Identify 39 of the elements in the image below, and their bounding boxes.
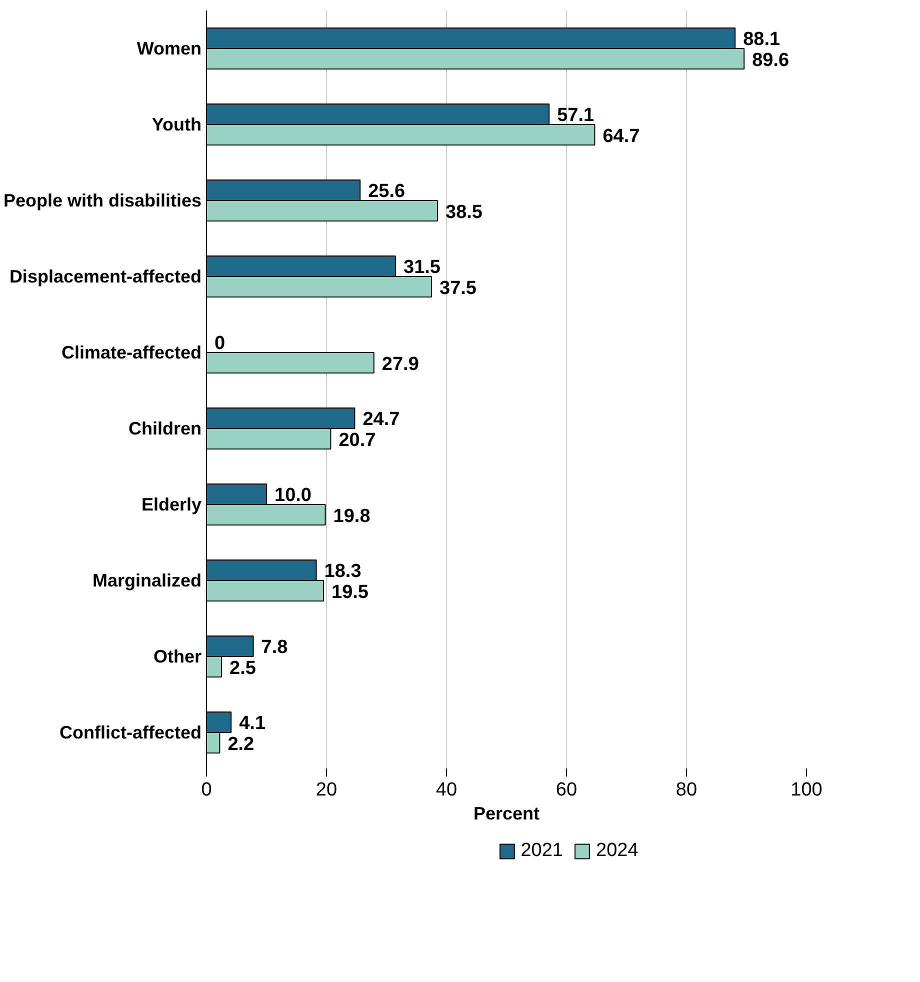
x-tick-label: 20 xyxy=(316,780,338,800)
data-label: 18.3 xyxy=(324,561,362,582)
y-tick-label: People with disabilities xyxy=(3,190,202,210)
data-label: 31.5 xyxy=(404,257,441,278)
data-label: 37.5 xyxy=(440,278,477,299)
data-label: 19.5 xyxy=(332,582,369,603)
data-label: 88.1 xyxy=(743,29,781,50)
y-tick-label: Youth xyxy=(152,114,202,134)
y-tick-label: Children xyxy=(128,418,202,438)
x-tick-label: 40 xyxy=(436,780,458,800)
y-tick-label: Climate-affected xyxy=(61,342,202,362)
data-label: 4.1 xyxy=(239,713,266,734)
data-label: 2.2 xyxy=(228,734,254,755)
data-label: 25.6 xyxy=(368,181,406,202)
data-label: 20.7 xyxy=(338,430,376,451)
legend-label: 2024 xyxy=(596,840,638,862)
data-label: 2.5 xyxy=(230,658,256,679)
data-label: 10.0 xyxy=(274,485,312,506)
data-label: 24.7 xyxy=(362,409,400,430)
data-label: 19.8 xyxy=(333,506,370,527)
data-label: 38.5 xyxy=(446,202,483,223)
y-tick-label: Conflict-affected xyxy=(59,722,202,742)
y-tick-label: Women xyxy=(136,38,202,58)
legend-label: 2021 xyxy=(520,840,563,862)
data-label: 27.9 xyxy=(382,354,419,375)
x-tick-label: 80 xyxy=(676,780,698,800)
data-label: 0 xyxy=(214,333,226,354)
data-label: 57.1 xyxy=(557,105,595,126)
data-label: 89.6 xyxy=(752,50,790,71)
x-axis-title: Percent xyxy=(473,804,540,824)
data-label: 7.8 xyxy=(261,637,288,658)
y-tick-label: Other xyxy=(153,646,202,666)
y-tick-label: Displacement-affected xyxy=(9,266,202,286)
y-tick-label: Elderly xyxy=(141,494,202,514)
data-label: 64.7 xyxy=(602,126,640,147)
x-tick-label: 0 xyxy=(201,780,212,800)
y-tick-label: Marginalized xyxy=(92,570,202,590)
x-tick-label: 100 xyxy=(790,780,822,800)
x-tick-label: 60 xyxy=(556,780,578,800)
